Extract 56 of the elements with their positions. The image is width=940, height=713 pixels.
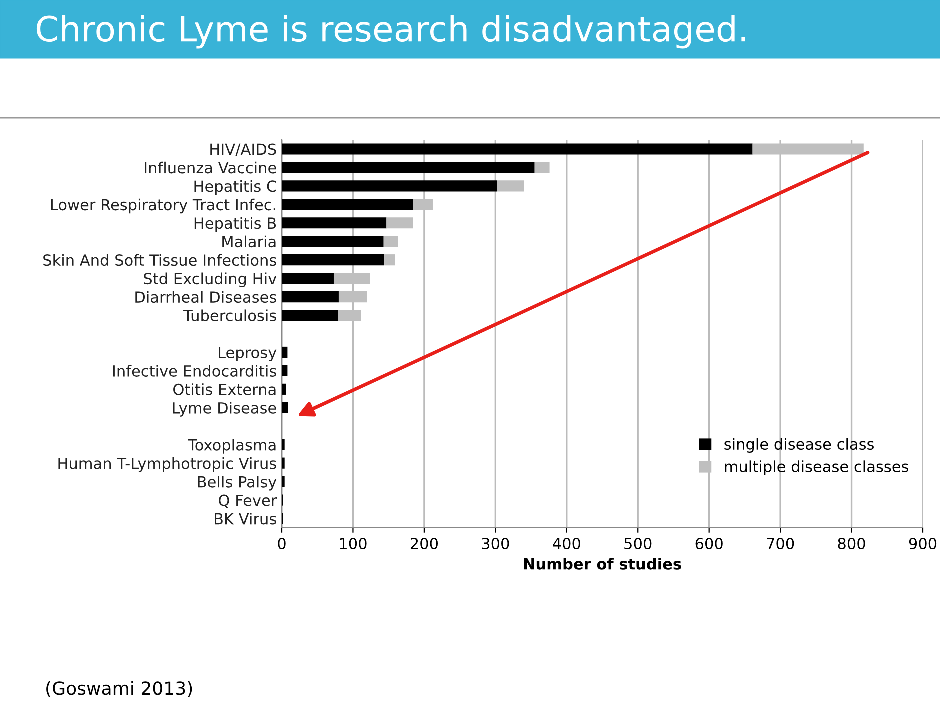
bar	[534, 162, 550, 174]
bar	[282, 439, 285, 450]
y-tick-label: Human T-Lymphotropic Virus	[58, 458, 276, 472]
bar	[384, 236, 398, 248]
bar	[282, 180, 498, 192]
bar	[282, 236, 384, 248]
y-tick-label: Lower Respiratory Tract Infec.	[51, 198, 276, 214]
text: (Goswami 2013)	[46, 681, 192, 698]
bar	[282, 273, 334, 284]
x-tick-label: 800	[838, 538, 866, 550]
y-tick-label: Otitis Externa	[174, 384, 276, 396]
bar	[282, 218, 387, 229]
bar	[384, 254, 396, 266]
y-tick-label: Skin And Soft Tissue Infections	[44, 254, 276, 266]
bar	[282, 384, 286, 395]
x-tick-label: 300	[482, 538, 510, 550]
legend-label: multiple disease classes	[725, 460, 909, 476]
y-tick-label: Q Fever	[219, 494, 278, 508]
bar	[282, 402, 288, 414]
y-tick-label: Toxoplasma	[188, 439, 276, 454]
bar	[282, 310, 338, 322]
chart-title: Chronic Lyme is research disadvantaged.	[36, 15, 746, 49]
y-tick-label: Std Excluding Hiv	[144, 272, 277, 288]
y-tick-label: Lyme Disease	[173, 402, 276, 417]
bar	[282, 346, 288, 358]
y-tick-label: HIV/AIDS	[210, 144, 276, 156]
bar	[282, 199, 414, 210]
x-tick-label: 900	[909, 538, 937, 550]
x-tick-label: 100	[340, 538, 367, 550]
x-axis-title: Number of studies	[524, 558, 682, 570]
bar	[386, 218, 414, 229]
bar	[282, 254, 385, 266]
y-tick-label: Tuberculosis	[184, 310, 276, 322]
x-tick-label: 200	[410, 538, 438, 550]
y-tick-label: Leprosy	[219, 347, 277, 362]
x-tick-label: 700	[767, 538, 794, 550]
x-tick-label: 600	[696, 538, 723, 550]
x-tick-label: 500	[624, 538, 652, 550]
y-tick-label: Hepatitis C	[194, 180, 276, 196]
bar	[282, 458, 285, 469]
y-tick-label: Infective Endocarditis	[113, 365, 276, 377]
bar	[282, 365, 288, 376]
y-tick-label: Influenza Vaccine	[145, 162, 276, 174]
x-tick-label: 400	[553, 538, 580, 550]
y-tick-label: BK Virus	[215, 512, 276, 525]
bar	[497, 180, 524, 192]
y-tick-label: Bells Palsy	[198, 476, 277, 491]
bar	[282, 144, 753, 155]
y-tick-label: Hepatitis B	[194, 217, 276, 232]
y-tick-label: Malaria	[222, 236, 276, 248]
bar	[282, 476, 285, 488]
x-tick-label: 0	[278, 538, 286, 550]
bar	[282, 162, 535, 174]
y-tick-label: Diarrheal Diseases	[136, 291, 276, 304]
bar	[282, 292, 339, 303]
legend-label: single disease class	[724, 438, 874, 454]
